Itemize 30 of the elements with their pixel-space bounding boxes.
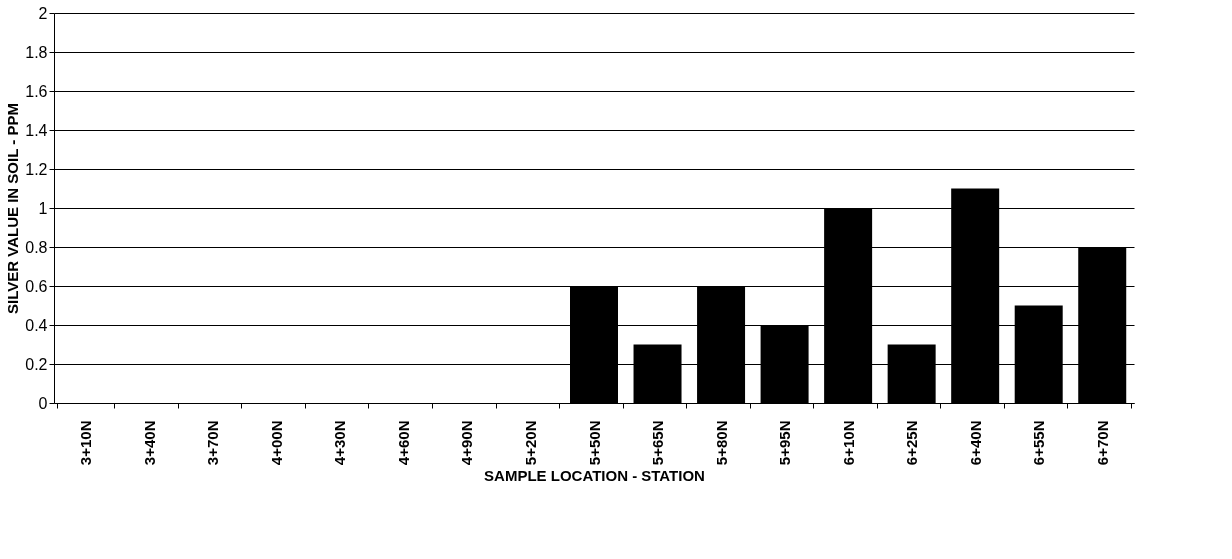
x-tick-label: 6+40N <box>966 420 984 466</box>
y-axis-title: SILVER VALUE IN SOIL - PPM <box>4 103 22 314</box>
y-tick-label: 1 <box>38 199 48 217</box>
y-tick-label: 1.2 <box>25 160 48 178</box>
x-tick-label: 4+00N <box>267 420 285 466</box>
x-tick-label: 5+95N <box>776 420 794 466</box>
y-tick-label: 0.8 <box>25 238 48 256</box>
x-tick-label: 3+70N <box>204 420 222 466</box>
x-tick-label: 4+30N <box>331 420 349 466</box>
x-tick-label: 4+60N <box>394 420 412 466</box>
y-tick-label: 2 <box>38 4 48 22</box>
y-tick-label: 0.6 <box>25 277 48 295</box>
x-tick-label: 3+40N <box>140 420 158 466</box>
x-tick-label: 6+70N <box>1093 420 1111 466</box>
x-tick-label: 5+50N <box>585 420 603 466</box>
y-tick-label: 1.4 <box>25 121 48 139</box>
y-tick-label: 0.2 <box>25 355 48 373</box>
y-tick-label: 1.6 <box>25 82 48 100</box>
x-tick-label: 5+80N <box>712 420 730 466</box>
x-tick-label: 4+90N <box>458 420 476 466</box>
x-tick-label: 5+65N <box>649 420 667 466</box>
y-tick-label: 0.4 <box>25 316 48 334</box>
x-tick-label: 6+55N <box>1030 420 1048 466</box>
y-tick-label: 0 <box>38 394 48 412</box>
x-axis-title: SAMPLE LOCATION - STATION <box>484 467 705 485</box>
y-tick-label: 1.8 <box>25 43 48 61</box>
x-tick-label: 3+10N <box>77 420 95 466</box>
x-tick-label: 6+10N <box>839 420 857 466</box>
x-tick-label: 6+25N <box>903 420 921 466</box>
x-tick-label: 5+20N <box>521 420 539 466</box>
